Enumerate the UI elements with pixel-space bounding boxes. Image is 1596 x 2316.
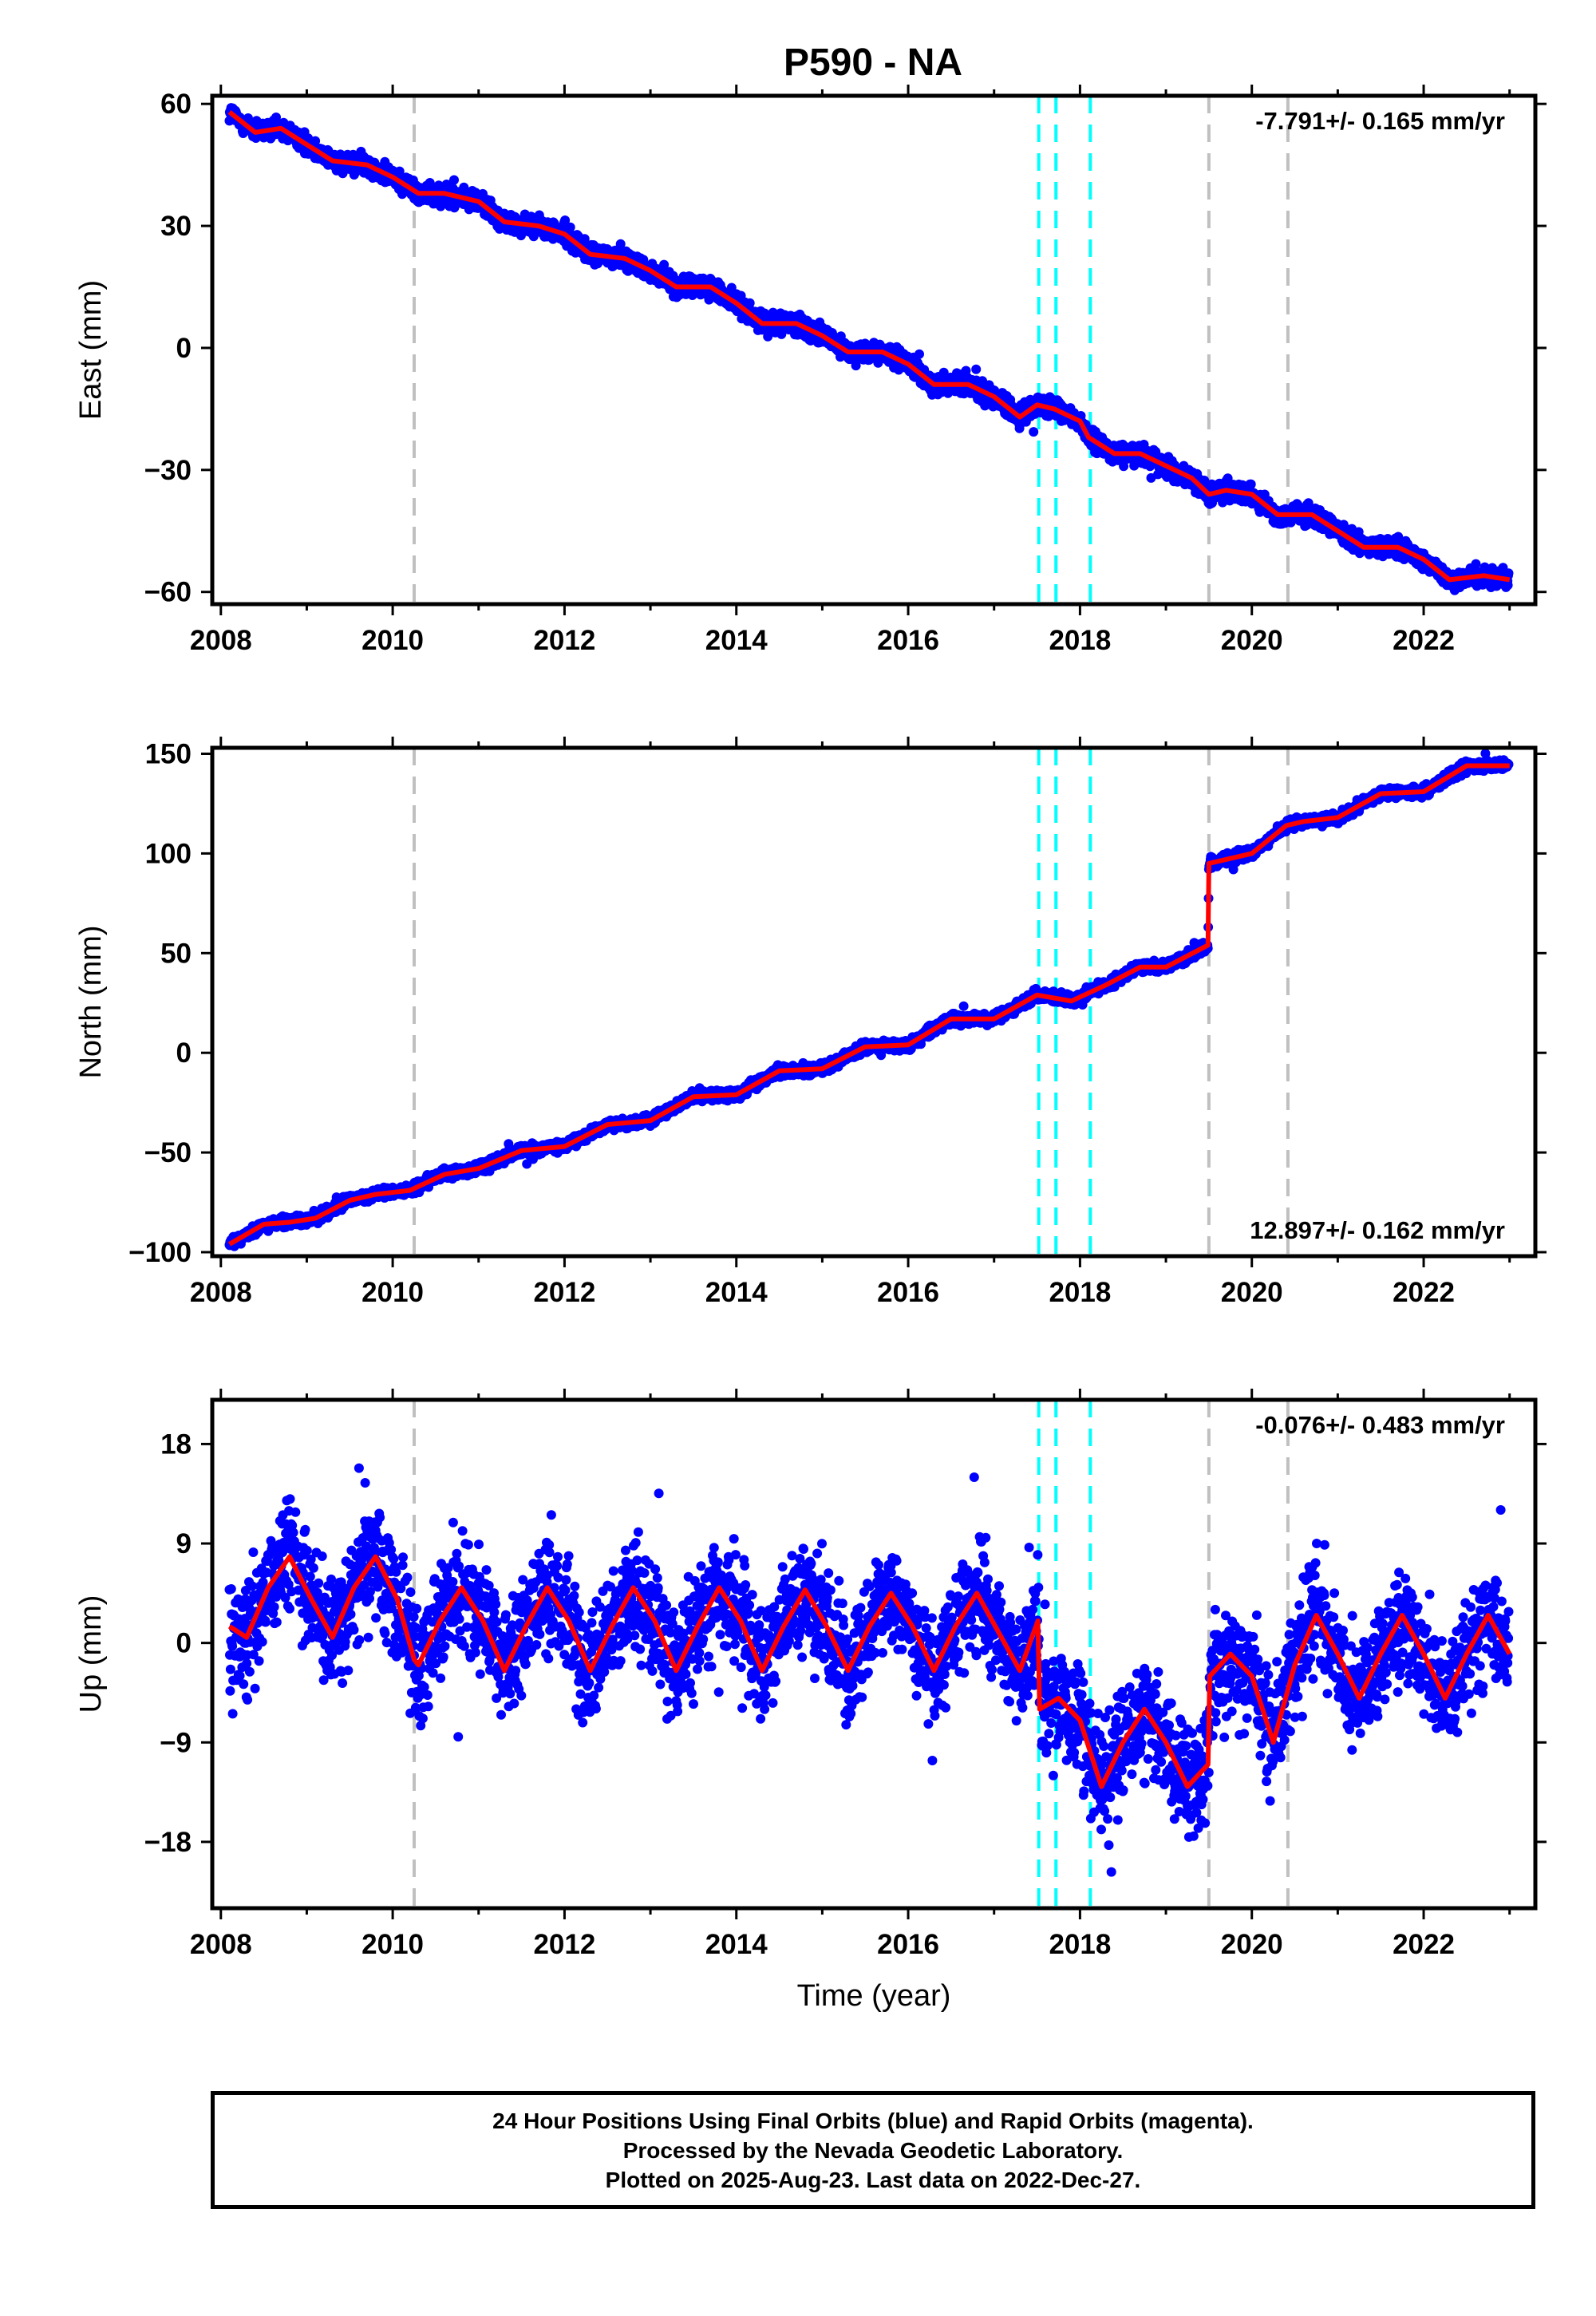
data-point	[1129, 460, 1140, 471]
data-point	[704, 294, 714, 305]
x-tick-label: 2008	[190, 625, 252, 656]
rate-label-east: -7.791+/- 0.165 mm/yr	[1255, 107, 1505, 135]
data-point	[745, 298, 755, 308]
plot-area-east	[224, 96, 1514, 604]
y-tick-label: 60	[160, 89, 192, 120]
y-tick-label: −30	[144, 455, 192, 486]
y-tick-label: 0	[176, 333, 192, 364]
chart-title: P590 - NA	[784, 41, 962, 84]
data-point	[1246, 479, 1256, 489]
model-line-east	[227, 110, 1511, 583]
data-point	[1393, 532, 1404, 542]
data-point	[1119, 461, 1129, 472]
x-tick-label: 2022	[1393, 625, 1455, 656]
data-point	[1479, 562, 1490, 572]
data-point	[851, 361, 861, 371]
data-point	[1471, 559, 1481, 569]
panels: 2008 2010 2012 2014 2016 2018 2020 2022 −60 −30 0 3…	[74, 85, 1547, 2013]
plot-frame-east	[210, 93, 1538, 607]
data-point	[615, 239, 626, 249]
y-axis-label-east: East (mm)	[74, 280, 108, 420]
data-point	[1503, 580, 1513, 591]
y-tick-label: 30	[160, 211, 192, 242]
x-tick-label: 2010	[361, 625, 424, 656]
panel-east: 2008 2010 2012 2014 2016 2018 2020 2022 −60 −30 0 3…	[74, 85, 1547, 656]
panel-north: 2008 2010 2012 2014 2016 2018 2020 2022−100−500…	[74, 737, 1547, 1308]
x-tick-label: 2012	[533, 625, 595, 656]
x-tick-label: 2020	[1221, 625, 1283, 656]
x-axis-east: 2008 2010 2012 2014 2016 2018 2020 2022	[190, 85, 1511, 656]
data-point	[565, 222, 575, 232]
y-axis-east: −60 −30 0 30 60	[144, 89, 1547, 608]
x-tick-label: 2016	[877, 625, 939, 656]
plot-area-north	[224, 748, 1514, 1256]
data-point	[915, 349, 924, 359]
data-point	[763, 331, 773, 342]
data-point	[1029, 427, 1039, 437]
x-tick-label: 2014	[705, 625, 768, 656]
data-points-north	[224, 749, 1514, 1251]
data-point	[560, 215, 571, 225]
data-point	[659, 259, 670, 270]
data-point	[449, 175, 459, 185]
y-tick-label: −60	[144, 577, 192, 608]
data-point	[971, 364, 982, 374]
data-point	[1503, 568, 1514, 579]
x-tick-label: 2018	[1049, 625, 1111, 656]
